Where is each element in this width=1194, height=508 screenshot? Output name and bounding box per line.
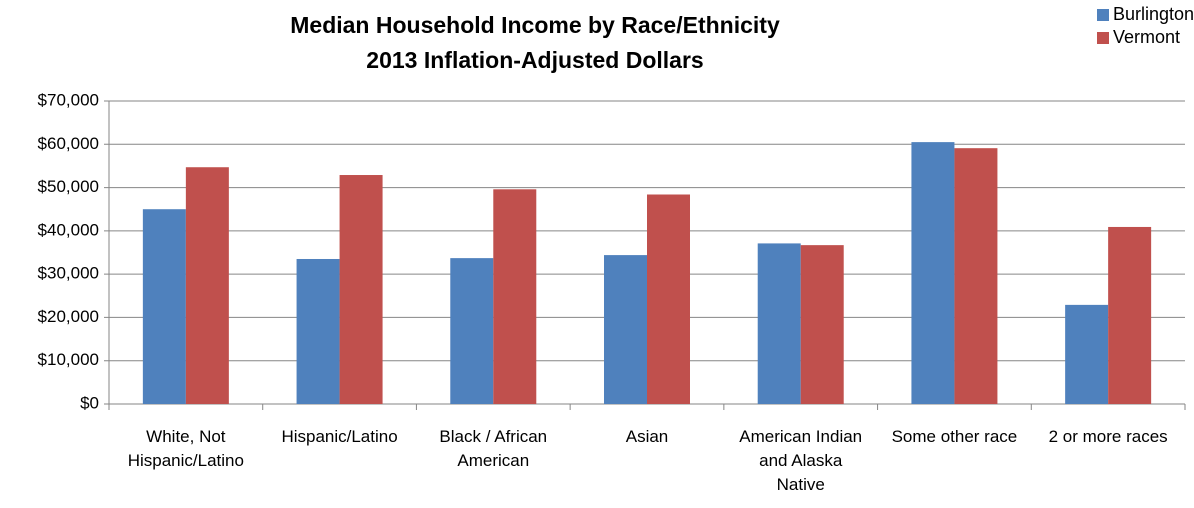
x-tick-label-line: and Alaska: [759, 451, 843, 470]
chart-title: Median Household Income by Race/Ethnicit…: [290, 12, 780, 38]
bar: [185, 167, 229, 404]
legend-label: Vermont: [1113, 27, 1180, 47]
x-tick-label-line: 2 or more races: [1049, 427, 1168, 446]
y-tick-label: $20,000: [38, 307, 99, 326]
bar: [493, 189, 537, 404]
x-tick-label: Some other race: [892, 427, 1018, 446]
bar: [800, 245, 844, 404]
bar: [142, 209, 186, 404]
bar: [604, 255, 647, 404]
y-tick-label: $70,000: [38, 90, 99, 109]
y-tick-label: $60,000: [38, 134, 99, 153]
bar: [1065, 304, 1109, 404]
bar: [954, 148, 998, 404]
bar: [1108, 226, 1152, 404]
y-tick-label: $50,000: [38, 177, 99, 196]
x-tick-label-line: Native: [777, 475, 825, 494]
bar: [296, 258, 340, 404]
y-tick-label: $10,000: [38, 350, 99, 369]
legend-swatch: [1097, 32, 1109, 44]
x-tick-label: American Indian and Alaska Native: [739, 427, 862, 494]
x-tick-label: Hispanic/Latino: [281, 427, 397, 446]
x-tick-label-line: White, Not: [146, 427, 226, 446]
bar: [450, 258, 494, 404]
y-tick-label: $0: [80, 393, 99, 412]
legend-label: Burlington MSA: [1113, 4, 1194, 24]
x-tick-label: Asian: [626, 427, 669, 446]
chart-subtitle: 2013 Inflation-Adjusted Dollars: [366, 47, 703, 73]
y-tick-label: $40,000: [38, 220, 99, 239]
x-tick-label-line: Some other race: [892, 427, 1018, 446]
x-tick-label-line: Hispanic/Latino: [281, 427, 397, 446]
bar: [911, 142, 955, 404]
x-tick-label: Black / African American: [439, 427, 547, 470]
y-tick-label: $30,000: [38, 264, 99, 283]
x-tick-label: White, Not Hispanic/Latino: [128, 427, 244, 470]
bar: [339, 175, 383, 404]
x-tick-label-line: Black / African: [439, 427, 547, 446]
x-tick-label-line: American: [457, 451, 529, 470]
bar: [757, 243, 801, 404]
x-tick-label: 2 or more races: [1049, 427, 1168, 446]
bar: [647, 194, 690, 404]
legend-swatch: [1097, 9, 1109, 21]
x-tick-label-line: Hispanic/Latino: [128, 451, 244, 470]
x-tick-label-line: Asian: [626, 427, 669, 446]
x-tick-label-line: American Indian: [739, 427, 862, 446]
